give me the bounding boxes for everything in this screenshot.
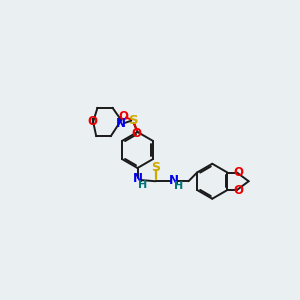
Text: H: H — [138, 180, 148, 190]
Text: S: S — [151, 161, 160, 174]
Text: O: O — [233, 166, 243, 179]
Text: S: S — [129, 114, 139, 127]
Text: N: N — [169, 173, 178, 187]
Text: H: H — [174, 181, 184, 191]
Text: O: O — [132, 127, 142, 140]
Text: N: N — [133, 172, 142, 185]
Text: N: N — [116, 117, 126, 130]
Text: O: O — [233, 184, 243, 196]
Text: O: O — [118, 110, 128, 123]
Text: O: O — [88, 115, 98, 128]
